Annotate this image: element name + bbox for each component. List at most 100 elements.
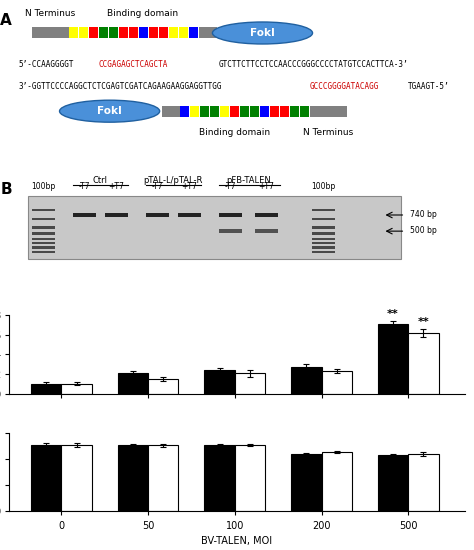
Bar [312, 242, 335, 244]
Bar [312, 209, 335, 211]
Bar [378, 324, 408, 394]
Text: pFB-TALEN: pFB-TALEN [226, 176, 271, 185]
Bar [312, 246, 335, 249]
Bar [235, 446, 265, 512]
Text: N Terminus: N Terminus [303, 128, 354, 138]
Bar [69, 28, 78, 38]
Bar [148, 379, 179, 394]
Text: -T7: -T7 [152, 182, 163, 191]
Text: 3’-GGTTCCCCAGGCTCTCGAGTCGATCAGAAGAAGGAGGTTGG: 3’-GGTTCCCCAGGCTCTCGAGTCGATCAGAAGAAGGAGG… [18, 82, 222, 91]
Bar [139, 28, 148, 38]
Bar [270, 106, 280, 117]
Bar [179, 28, 188, 38]
Bar [300, 106, 310, 117]
Text: FokI: FokI [250, 28, 275, 38]
Bar [32, 246, 55, 249]
Bar [200, 106, 210, 117]
Text: -T7: -T7 [79, 182, 91, 191]
Bar [312, 227, 335, 228]
Text: B: B [0, 182, 12, 197]
Bar [32, 218, 55, 220]
Bar [312, 218, 335, 220]
Bar [89, 28, 98, 38]
Bar [321, 452, 352, 512]
Bar [32, 28, 69, 38]
Text: 5’-CCAAGGGGТ: 5’-CCAAGGGGТ [18, 60, 74, 69]
Bar [290, 106, 300, 117]
Bar [291, 454, 321, 512]
Text: FokI: FokI [97, 106, 122, 116]
Bar [148, 446, 179, 512]
Bar [62, 384, 92, 394]
Bar [109, 28, 118, 38]
Bar [235, 373, 265, 394]
Bar [378, 455, 408, 512]
FancyBboxPatch shape [27, 196, 401, 259]
Text: CCGAGAGCTCAGCTA: CCGAGAGCTCAGCTA [98, 60, 168, 69]
Bar [32, 238, 55, 240]
Ellipse shape [60, 100, 160, 122]
Bar [291, 367, 321, 394]
Bar [210, 106, 219, 117]
Bar [312, 238, 335, 240]
Bar [32, 242, 55, 244]
Bar [250, 106, 259, 117]
Bar [280, 106, 290, 117]
Text: +T7: +T7 [259, 182, 274, 191]
Bar [220, 106, 229, 117]
Bar [162, 106, 180, 117]
Bar [180, 106, 189, 117]
X-axis label: BV-TALEN, MOI: BV-TALEN, MOI [201, 536, 273, 546]
Bar [204, 446, 235, 512]
Bar [255, 213, 278, 217]
Bar [219, 213, 242, 217]
Text: Binding domain: Binding domain [199, 128, 270, 138]
Text: TGAAGT-5’: TGAAGT-5’ [408, 82, 449, 91]
Text: +T7: +T7 [109, 182, 124, 191]
Bar [219, 229, 242, 233]
Text: +T7: +T7 [181, 182, 197, 191]
Bar [118, 446, 148, 512]
Bar [408, 333, 438, 394]
Bar [32, 233, 55, 235]
Bar [62, 446, 92, 512]
Bar [199, 28, 217, 38]
Bar [408, 454, 438, 512]
Ellipse shape [212, 22, 312, 44]
Bar [169, 28, 178, 38]
Bar [240, 106, 249, 117]
Bar [321, 371, 352, 394]
Text: 100bp: 100bp [311, 182, 336, 191]
Bar [129, 28, 138, 38]
Bar [31, 446, 62, 512]
Bar [146, 213, 169, 217]
Bar [31, 384, 62, 394]
Text: **: ** [418, 317, 429, 327]
Bar [178, 213, 201, 217]
Bar [73, 213, 96, 217]
Bar [32, 251, 55, 253]
Text: GTCTTCTTCCTCCAACCCGGGCCCCTATGTCCACTTCA-3’: GTCTTCTTCCTCCAACCCGGGCCCCTATGTCCACTTCA-3… [219, 60, 409, 69]
Bar [230, 106, 239, 117]
Bar [118, 373, 148, 394]
Bar [312, 251, 335, 253]
Bar [312, 233, 335, 235]
Text: Ctrl: Ctrl [93, 176, 108, 185]
Bar [79, 28, 88, 38]
Bar [32, 227, 55, 228]
Text: pTAL-L/pTAL-R: pTAL-L/pTAL-R [144, 176, 203, 185]
Text: Binding domain: Binding domain [107, 9, 178, 18]
Bar [99, 28, 108, 38]
Bar [32, 209, 55, 211]
Bar [189, 28, 198, 38]
Text: 740 bp: 740 bp [410, 210, 437, 219]
Text: 500 bp: 500 bp [410, 226, 437, 235]
Bar [310, 106, 346, 117]
Text: N Terminus: N Terminus [25, 9, 75, 18]
Bar [159, 28, 168, 38]
Bar [204, 370, 235, 394]
Text: -T7: -T7 [224, 182, 236, 191]
Bar [149, 28, 158, 38]
Bar [105, 213, 128, 217]
Text: GCCCGGGGATACAGG: GCCCGGGGATACAGG [310, 82, 379, 91]
